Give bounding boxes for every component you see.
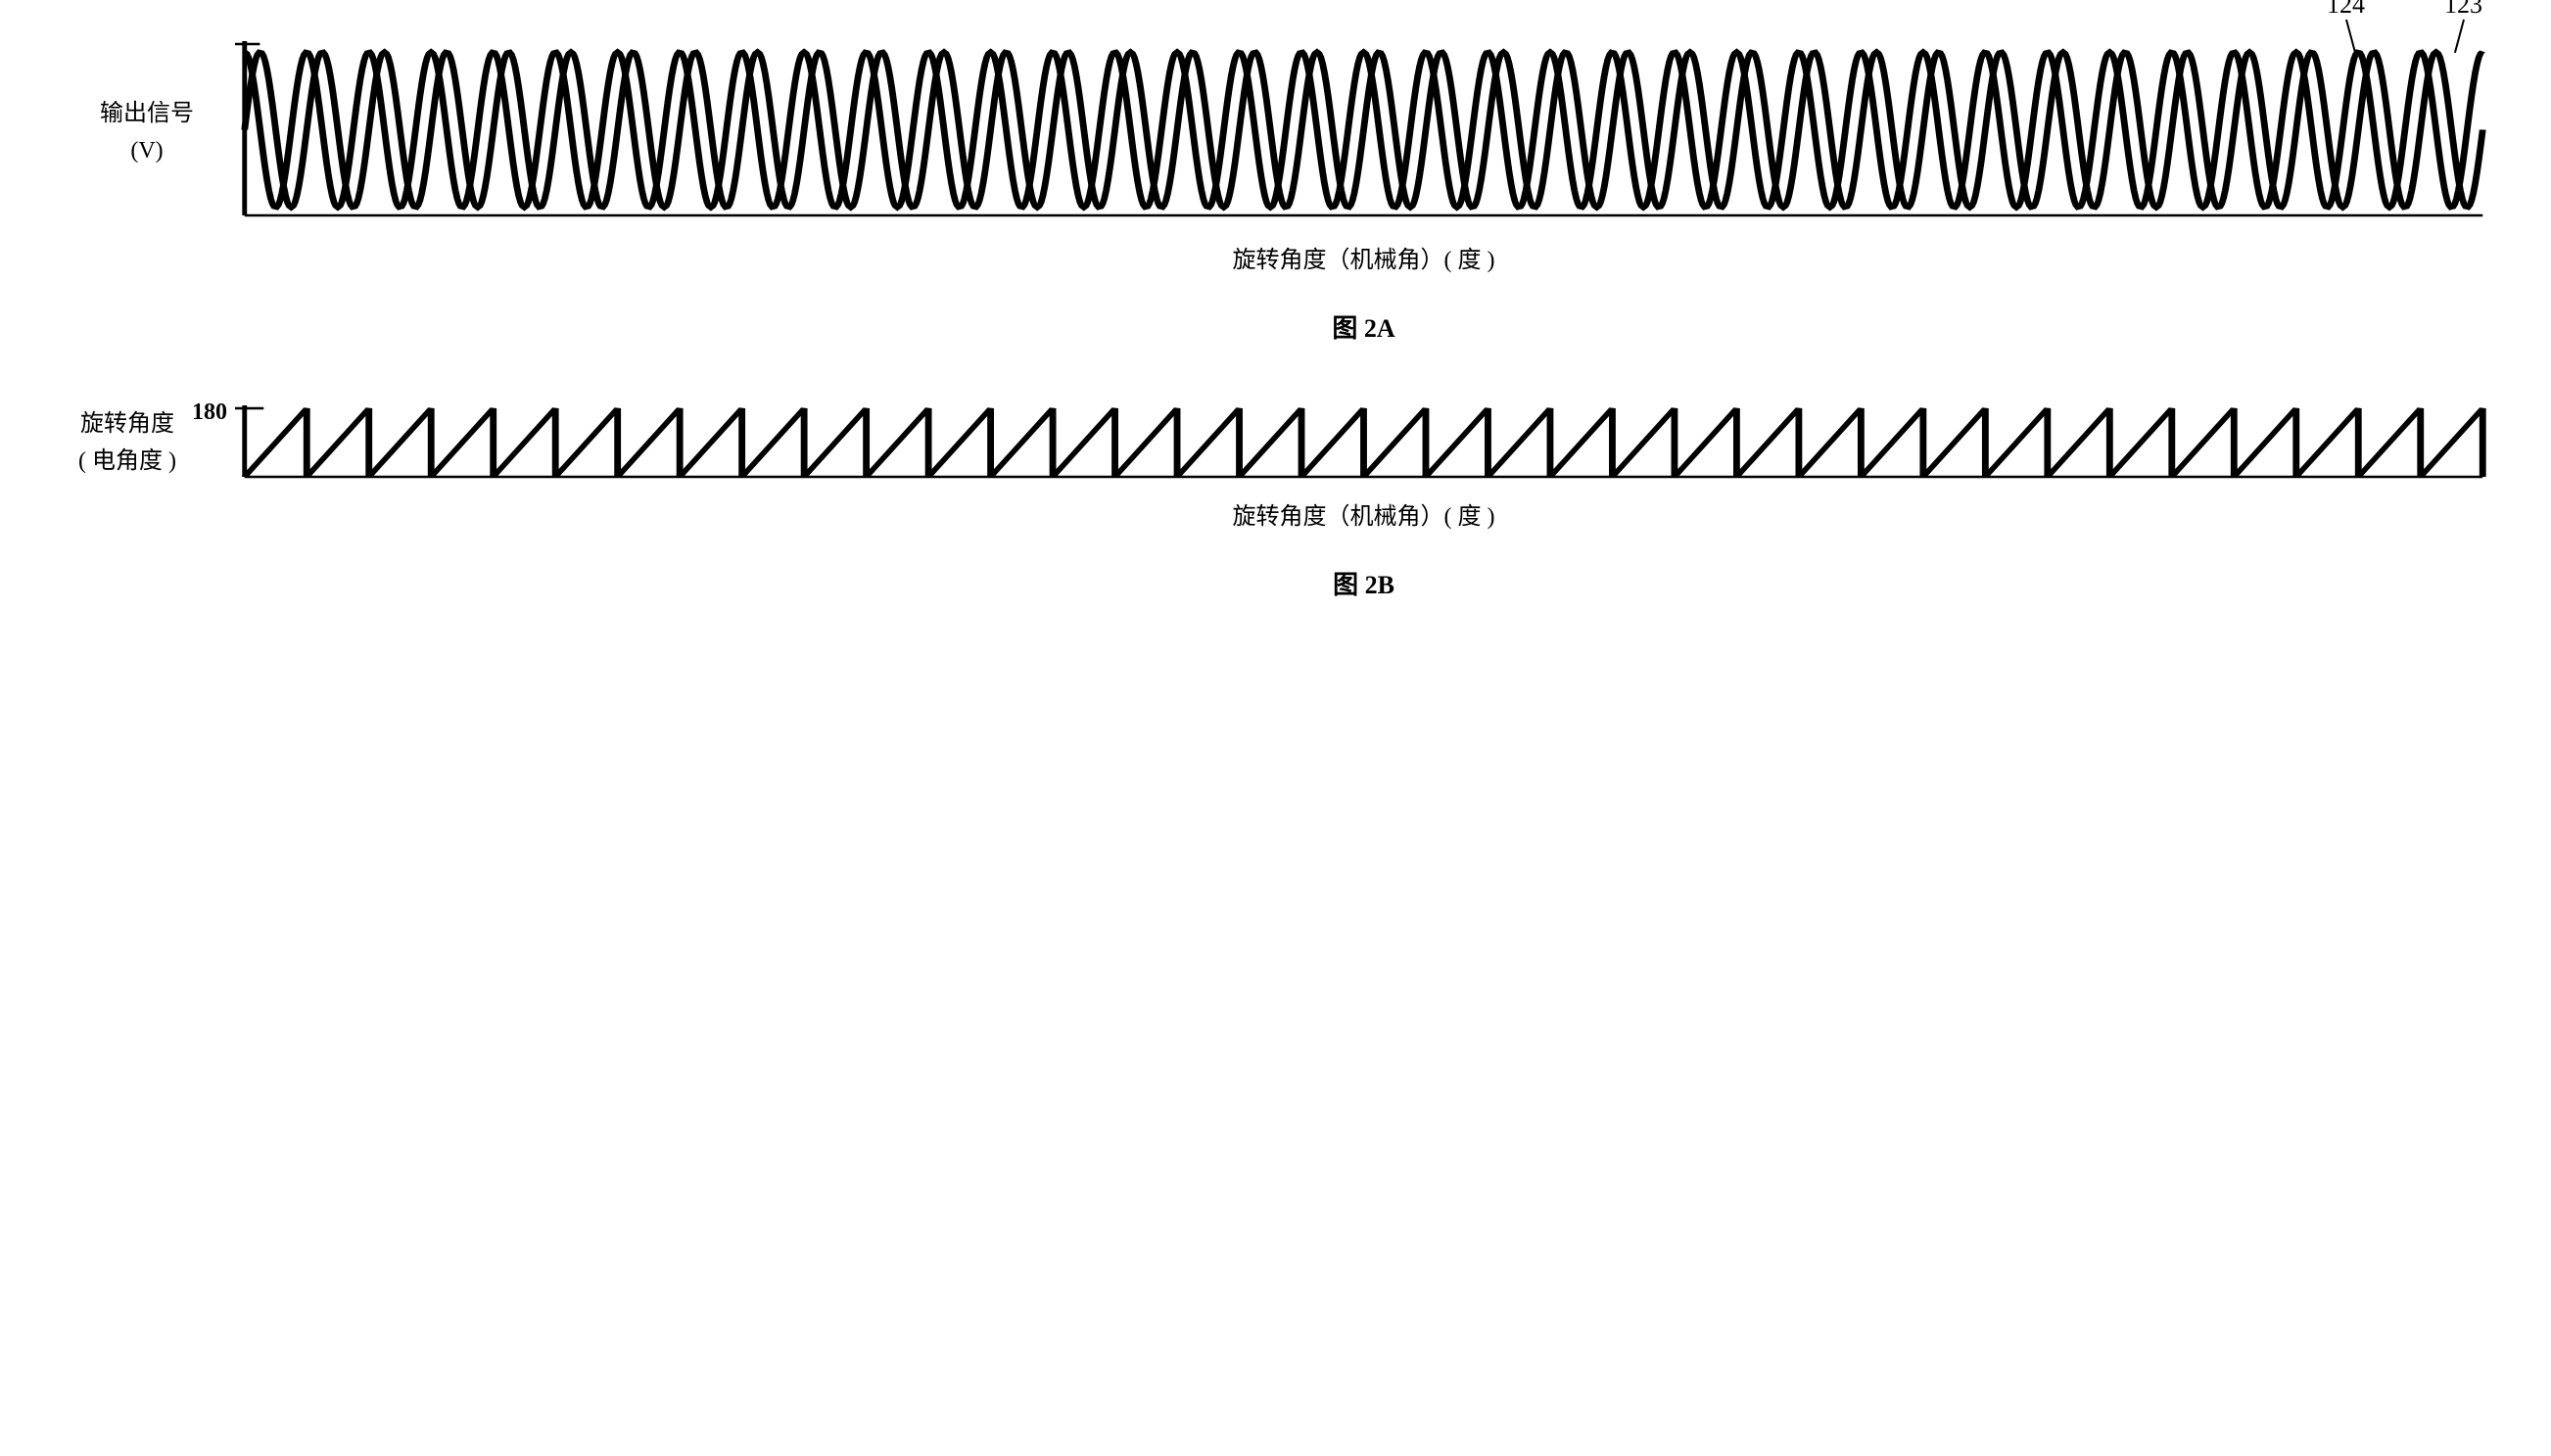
y-label-text-2: (V) [59,132,235,169]
figure-2a-container: 输出信号 (V) 124 123 旋转角度（机械角）( 度 ) 图 2A [59,39,2492,345]
figure-2b-title: 图 2B [59,565,2492,601]
figure-2b-y-tick: 180 [176,394,235,431]
figure-2b-y-label: 旋转角度 ( 电角度 ) 180 [59,405,235,481]
annotation-124: 124 [2327,0,2365,54]
figure-2b-x-label: 旋转角度（机械角）( 度 ) [59,496,2492,531]
figure-2a-svg [235,39,2492,225]
figure-2a-chart-row: 输出信号 (V) 124 123 [59,39,2492,225]
figure-2b-svg [235,403,2492,482]
figure-2b-container: 旋转角度 ( 电角度 ) 180 旋转角度（机械角）( 度 ) 图 2B [59,403,2492,601]
y-label-b-text-2: ( 电角度 ) [78,443,176,480]
figure-2a-title: 图 2A [59,308,2492,345]
annotation-123: 123 [2444,0,2482,54]
annotation-123-line [2453,20,2464,53]
annotation-124-label: 124 [2327,0,2365,20]
figure-2a-chart-area: 124 123 [235,39,2492,225]
annotation-123-label: 123 [2444,0,2482,20]
figure-2a-x-label: 旋转角度（机械角）( 度 ) [59,240,2492,274]
figure-2b-chart-row: 旋转角度 ( 电角度 ) 180 [59,403,2492,482]
y-label-b-text-1: 旋转角度 [78,405,176,443]
figure-2b-chart-area [235,403,2492,482]
figure-2a-y-label: 输出信号 (V) [59,95,235,170]
annotation-124-line [2345,20,2356,53]
y-label-text-1: 输出信号 [59,95,235,132]
